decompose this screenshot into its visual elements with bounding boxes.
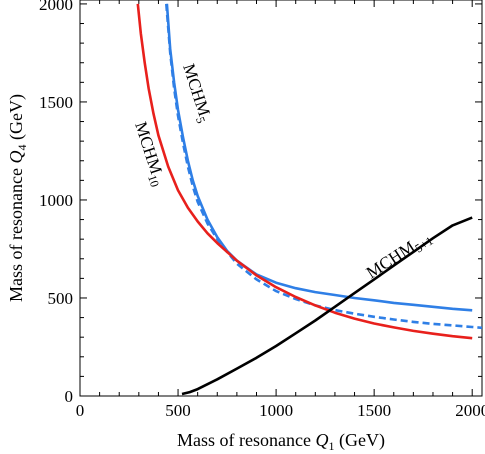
x-axis-title-post: (GeV) — [334, 430, 384, 451]
x-tick-label: 2000 — [455, 401, 485, 420]
x-tick-label: 0 — [76, 401, 85, 420]
curve-label-mchm5-sub: 5 — [193, 115, 208, 125]
series — [136, 3, 482, 396]
tick-labels: 0 500 1000 1500 2000 0 500 1000 1500 2000 — [39, 0, 485, 420]
x-axis-title-pre: Mass of resonance — [177, 430, 315, 450]
ticks — [79, 0, 482, 397]
x-axis-title-sub: 1 — [328, 439, 334, 453]
curve-label-mchm10-sub: 10 — [145, 173, 162, 189]
series-line-mchm51 — [181, 216, 473, 396]
curve-label-mchm5: MCHM5 — [176, 61, 215, 125]
series-line-mchm5 — [165, 3, 473, 312]
y-axis-title-pre: Mass of resonance — [6, 164, 26, 302]
y-tick-label: 1500 — [39, 93, 73, 112]
y-tick-label: 500 — [48, 289, 74, 308]
curve-label-mchm10-base: MCHM — [131, 119, 166, 176]
y-axis-title-post: (GeV) — [6, 94, 27, 144]
x-tick-label: 1500 — [357, 401, 391, 420]
y-tick-label: 1000 — [39, 191, 73, 210]
x-axis-title-var: Q — [315, 430, 328, 450]
x-tick-label: 500 — [165, 401, 191, 420]
x-tick-label: 1000 — [259, 401, 293, 420]
series-line-mchm5-dashed — [165, 3, 482, 330]
y-axis-title-sub: 4 — [15, 145, 29, 151]
curve-label-mchm5plus1: MCHM5+1 — [363, 227, 436, 285]
y-tick-label: 2000 — [39, 0, 73, 14]
series-line-mchm10 — [136, 3, 473, 340]
y-tick-label: 0 — [65, 387, 74, 406]
curve-label-mchm5-base: MCHM — [179, 61, 214, 118]
y-axis-title: Mass of resonance Q4 (GeV) — [6, 94, 29, 302]
x-axis-title: Mass of resonance Q1 (GeV) — [177, 430, 385, 453]
plot-frame — [79, 0, 483, 397]
y-axis-title-var: Q — [6, 151, 26, 164]
curve-label-mchm5plus1-base: MCHM — [363, 237, 419, 282]
